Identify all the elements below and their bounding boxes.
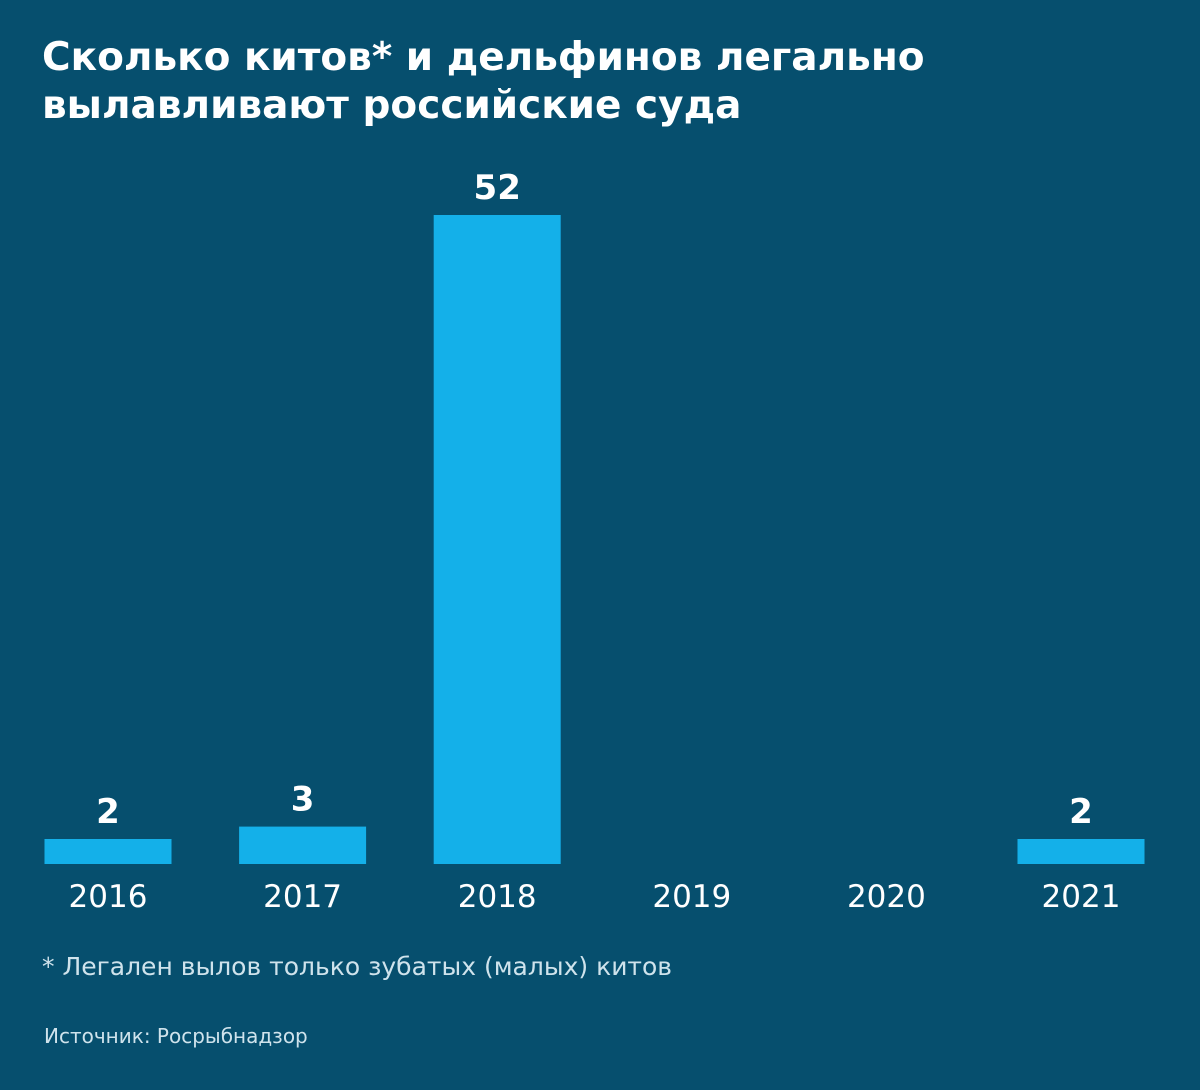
bar-2018 <box>433 215 561 864</box>
data-label-2021: 2 <box>1069 792 1093 832</box>
x-tick-label-2019: 2019 <box>652 879 731 915</box>
data-label-2018: 52 <box>474 168 521 208</box>
x-tick-label-2021: 2021 <box>1042 879 1121 915</box>
source-note: Источник: Росрыбнадзор <box>44 1024 308 1048</box>
x-tick-label-2018: 2018 <box>458 879 537 915</box>
x-tick-label-2017: 2017 <box>263 879 342 915</box>
footnote: * Легален вылов только зубатых (малых) к… <box>42 952 673 981</box>
chart-title: Сколько китов* и дельфинов легально выла… <box>42 35 925 128</box>
x-tick-label-2020: 2020 <box>847 879 926 915</box>
data-label-2016: 2 <box>96 792 120 832</box>
bar-2017 <box>239 826 367 864</box>
bar-2016 <box>44 839 172 864</box>
data-label-2017: 3 <box>291 780 315 820</box>
bar-2021 <box>1017 839 1145 864</box>
x-tick-label-2016: 2016 <box>69 879 148 915</box>
